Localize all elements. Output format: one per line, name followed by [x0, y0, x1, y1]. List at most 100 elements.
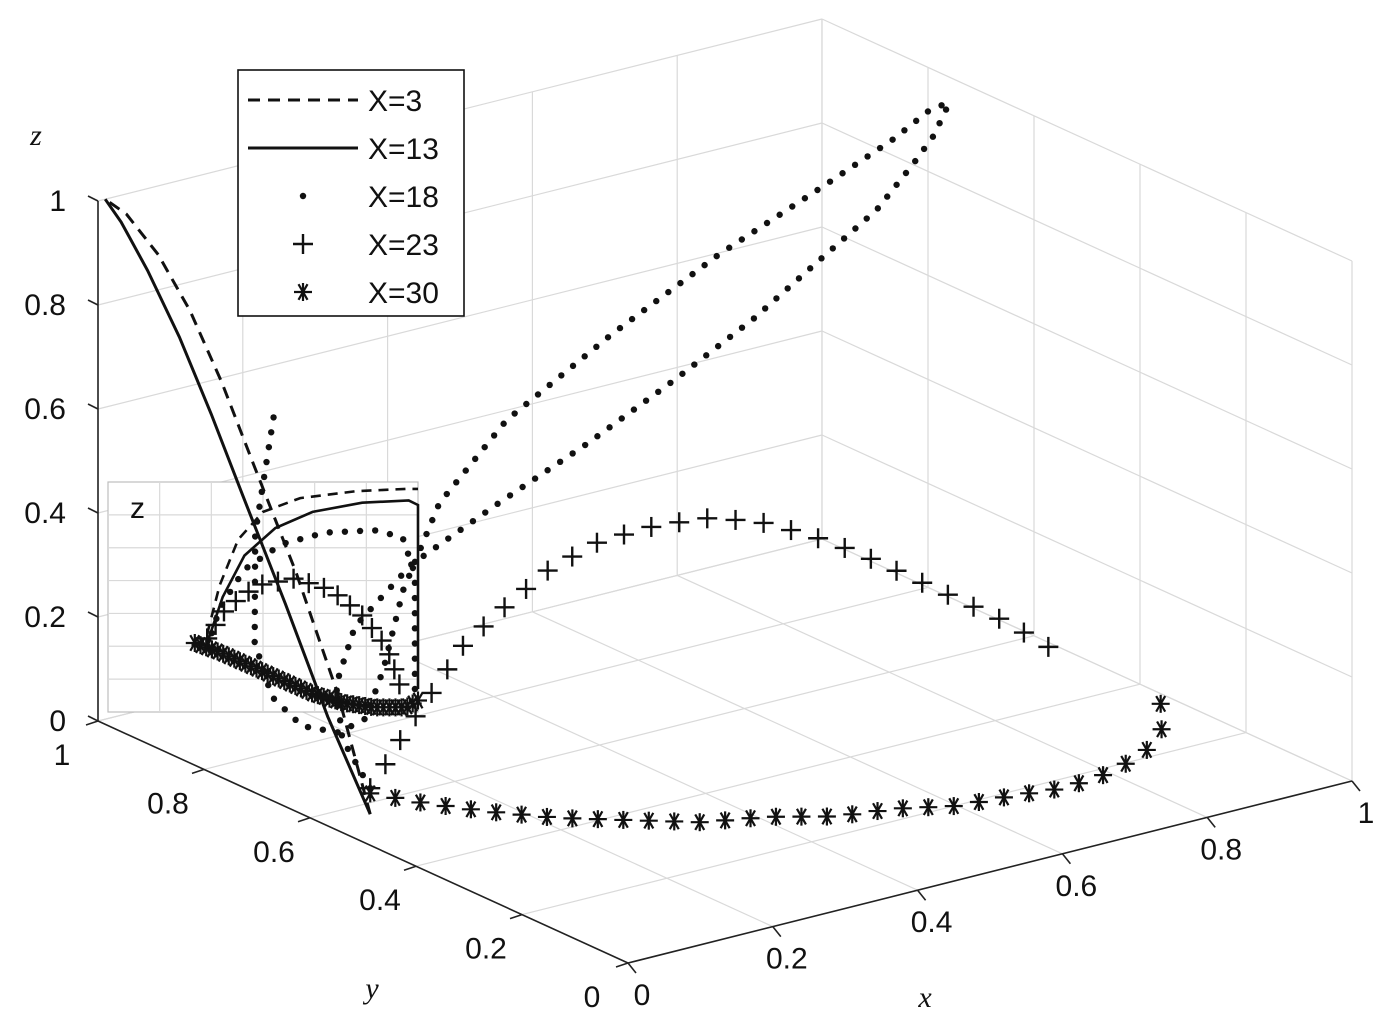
data-point — [336, 717, 344, 724]
y-axis-line — [97, 720, 629, 964]
z-tick-label: 0 — [49, 705, 66, 738]
data-point — [1152, 720, 1171, 739]
data-point — [537, 807, 556, 826]
data-point — [512, 805, 531, 824]
data-point — [738, 236, 746, 243]
y-tick-label: 0.6 — [253, 836, 295, 869]
grid-line — [521, 732, 1247, 916]
data-point — [377, 594, 385, 602]
data-point — [367, 605, 374, 613]
inset-point-plus — [313, 577, 334, 598]
data-point — [726, 333, 734, 341]
data-point — [639, 811, 658, 830]
data-point — [874, 205, 882, 212]
series-solid — [103, 198, 372, 815]
data-point — [588, 810, 607, 829]
data-point — [253, 518, 261, 525]
data-point — [912, 157, 919, 165]
inset-point-plus — [384, 659, 405, 680]
data-point — [511, 410, 518, 417]
data-point — [270, 695, 278, 702]
data-point — [776, 211, 783, 218]
data-point — [860, 548, 881, 569]
data-point — [594, 433, 601, 440]
data-point — [417, 544, 424, 552]
data-point — [893, 799, 912, 818]
data-point — [516, 578, 537, 599]
inset-point-dot — [411, 655, 419, 662]
grid-line — [821, 434, 1353, 678]
data-point — [868, 802, 887, 821]
data-point — [937, 584, 958, 605]
data-point — [886, 560, 907, 581]
series-layer — [103, 102, 1171, 832]
inset-point-dot — [411, 640, 419, 647]
y-tick-label: 0.2 — [465, 933, 507, 966]
data-point — [669, 512, 690, 533]
data-point — [1151, 694, 1170, 713]
x-tick-label: 0.8 — [1200, 833, 1242, 866]
inset-point-plus — [389, 674, 410, 695]
data-point — [335, 672, 343, 680]
data-point — [437, 659, 458, 680]
inset-point-dot — [235, 575, 242, 583]
data-point — [251, 548, 259, 555]
z-tick — [87, 507, 99, 514]
x-tick — [1351, 780, 1361, 792]
data-point — [333, 687, 340, 694]
data-point — [839, 170, 846, 177]
data-point — [385, 644, 392, 652]
x-tick — [772, 926, 782, 938]
y-tick-label: 1 — [54, 739, 71, 772]
data-point — [919, 798, 938, 817]
data-point — [773, 295, 780, 302]
inset-point-dot — [411, 579, 419, 587]
data-point — [944, 797, 963, 816]
inset-point-plus — [225, 591, 246, 612]
data-point — [936, 119, 943, 127]
data-point — [482, 509, 489, 516]
data-point — [390, 730, 411, 751]
data-point — [901, 127, 908, 134]
data-point — [852, 225, 859, 232]
data-point — [347, 722, 355, 730]
data-point — [963, 596, 984, 617]
data-point — [251, 533, 259, 540]
inset-point-dot — [256, 555, 264, 563]
data-point — [1020, 784, 1039, 803]
data-point — [462, 467, 469, 474]
data-point — [942, 106, 950, 113]
data-point — [258, 488, 265, 496]
data-point — [334, 729, 341, 736]
data-point — [753, 512, 774, 533]
inset-point-plus — [238, 581, 259, 602]
data-point — [562, 546, 583, 567]
inset-point-dot — [269, 547, 276, 554]
data-point — [386, 788, 405, 807]
data-point — [994, 788, 1013, 807]
data-point — [481, 443, 488, 451]
data-point — [630, 406, 638, 413]
data-point — [614, 524, 635, 545]
data-point — [864, 153, 871, 160]
data-point — [801, 195, 809, 202]
z-tick-label: 0.4 — [24, 497, 66, 530]
z-tick — [87, 715, 99, 722]
legend-label: X=13 — [368, 133, 439, 166]
data-point — [537, 560, 558, 581]
y-tick — [85, 720, 99, 726]
data-point — [432, 543, 440, 551]
series-asterisk — [361, 694, 1171, 832]
data-point — [556, 458, 564, 466]
x-axis-label: x — [917, 981, 932, 1014]
grid-line — [821, 538, 1353, 782]
y-axis-label: y — [362, 972, 379, 1005]
inset-point-dot — [411, 609, 419, 617]
y-tick-label: 0.8 — [147, 787, 189, 820]
data-point — [292, 716, 299, 724]
legend-swatch-asterisk — [294, 283, 312, 301]
data-point — [829, 245, 836, 252]
data-point — [912, 117, 920, 125]
data-point — [396, 601, 403, 608]
